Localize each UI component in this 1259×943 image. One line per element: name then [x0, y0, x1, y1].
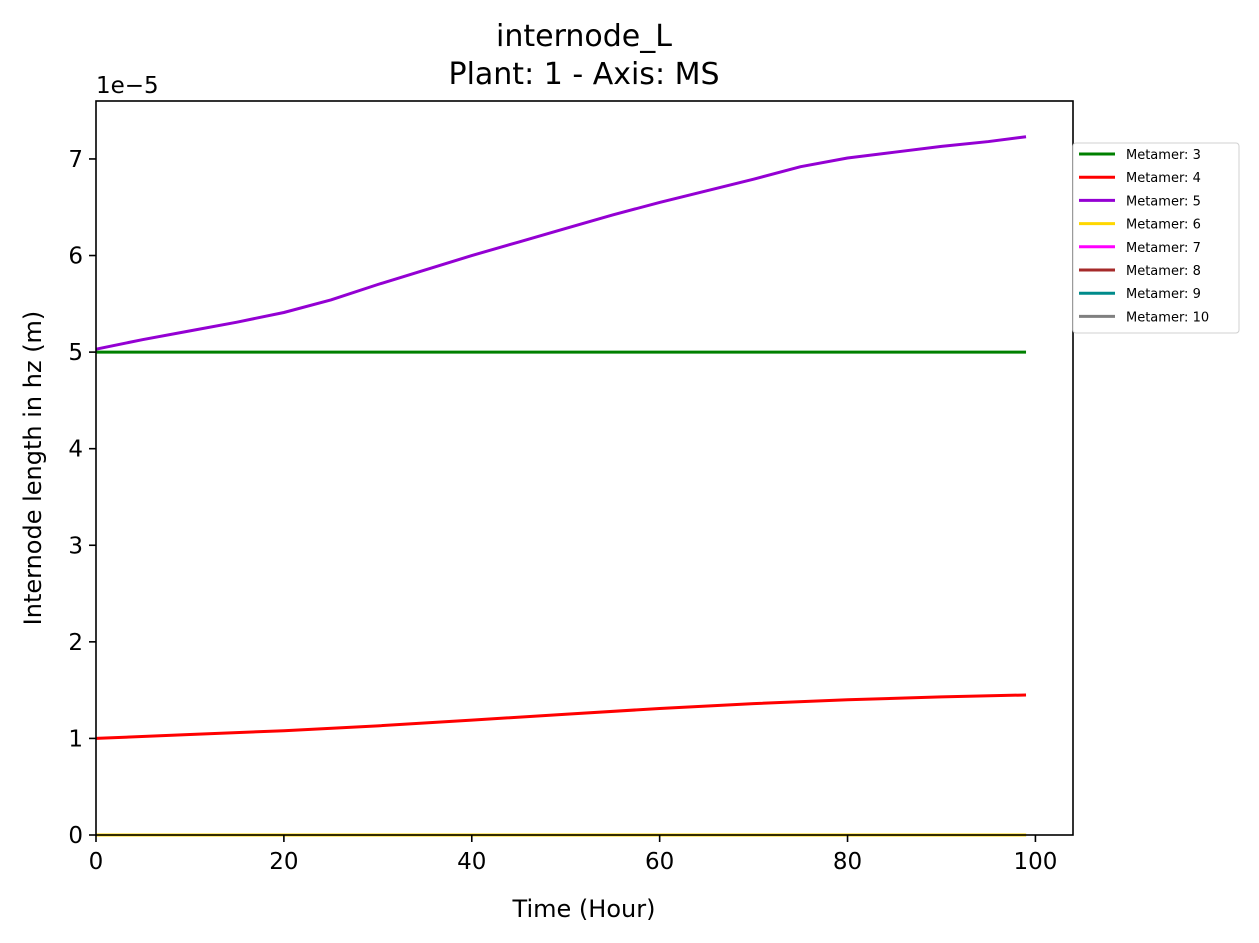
- legend: Metamer: 3 Metamer: 4 Metamer: 5 Metamer: 6…: [1072, 142, 1240, 334]
- y-axis-ticks: 0 1 2 3 4 5 6 7: [68, 147, 96, 849]
- legend-items: Metamer: 3 Metamer: 4 Metamer: 5 Metamer: 6…: [1079, 148, 1209, 325]
- y-tick-label: 2: [68, 630, 83, 656]
- x-tick-label: 0: [89, 849, 104, 875]
- legend-label: Metamer: 9: [1126, 287, 1201, 302]
- y-tick-label: 0: [68, 823, 83, 849]
- x-axis-label: Time (Hour): [512, 895, 656, 923]
- x-tick-label: 100: [1013, 849, 1057, 875]
- chart-subtitle: Plant: 1 - Axis: MS: [448, 57, 719, 92]
- y-tick-label: 4: [68, 437, 83, 463]
- y-axis-label: Internode length in hz (m): [19, 311, 47, 626]
- legend-label: Metamer: 7: [1126, 241, 1201, 256]
- legend-label: Metamer: 6: [1126, 218, 1201, 233]
- legend-frame: [1072, 142, 1240, 334]
- x-tick-label: 40: [457, 849, 486, 875]
- x-tick-label: 60: [645, 849, 674, 875]
- y-offset-label: 1e−5: [96, 73, 159, 99]
- y-tick-label: 5: [68, 340, 83, 366]
- x-tick-label: 80: [833, 849, 862, 875]
- y-tick-label: 7: [68, 147, 83, 173]
- series-line-metamer-5: [95, 135, 1027, 351]
- chart-title: internode_L: [496, 19, 672, 54]
- legend-label: Metamer: 3: [1126, 148, 1201, 163]
- legend-label: Metamer: 8: [1126, 264, 1201, 279]
- legend-label: Metamer: 10: [1126, 310, 1209, 325]
- series-line-metamer-4: [95, 693, 1027, 740]
- y-tick-label: 6: [68, 244, 83, 270]
- x-axis-ticks: 0 20 40 60 80 100: [89, 835, 1057, 875]
- y-tick-label: 1: [68, 726, 83, 752]
- y-tick-label: 3: [68, 533, 83, 559]
- plot-frame: [95, 100, 1074, 836]
- legend-label: Metamer: 5: [1126, 194, 1201, 209]
- x-tick-label: 20: [269, 849, 298, 875]
- legend-label: Metamer: 4: [1126, 171, 1201, 186]
